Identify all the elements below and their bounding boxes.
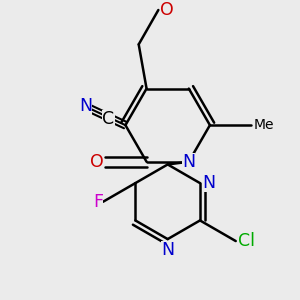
Text: O: O [90, 153, 103, 171]
Text: N: N [161, 241, 174, 259]
Text: N: N [182, 153, 195, 171]
Text: F: F [93, 193, 103, 211]
Text: O: O [160, 1, 174, 19]
Text: C: C [102, 110, 115, 128]
Text: Cl: Cl [238, 232, 255, 250]
Text: N: N [202, 174, 215, 192]
Text: N: N [79, 98, 92, 116]
Text: Me: Me [253, 118, 274, 132]
